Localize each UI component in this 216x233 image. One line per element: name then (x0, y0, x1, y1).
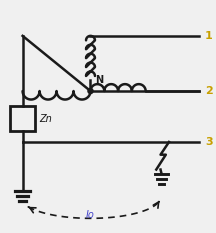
Text: Io: Io (86, 210, 95, 220)
Text: Zn: Zn (40, 114, 52, 124)
Text: N: N (95, 75, 103, 85)
Circle shape (88, 89, 93, 94)
FancyBboxPatch shape (10, 106, 35, 131)
Text: 1: 1 (205, 31, 213, 41)
Text: 3: 3 (205, 137, 213, 147)
Text: 2: 2 (205, 86, 213, 96)
